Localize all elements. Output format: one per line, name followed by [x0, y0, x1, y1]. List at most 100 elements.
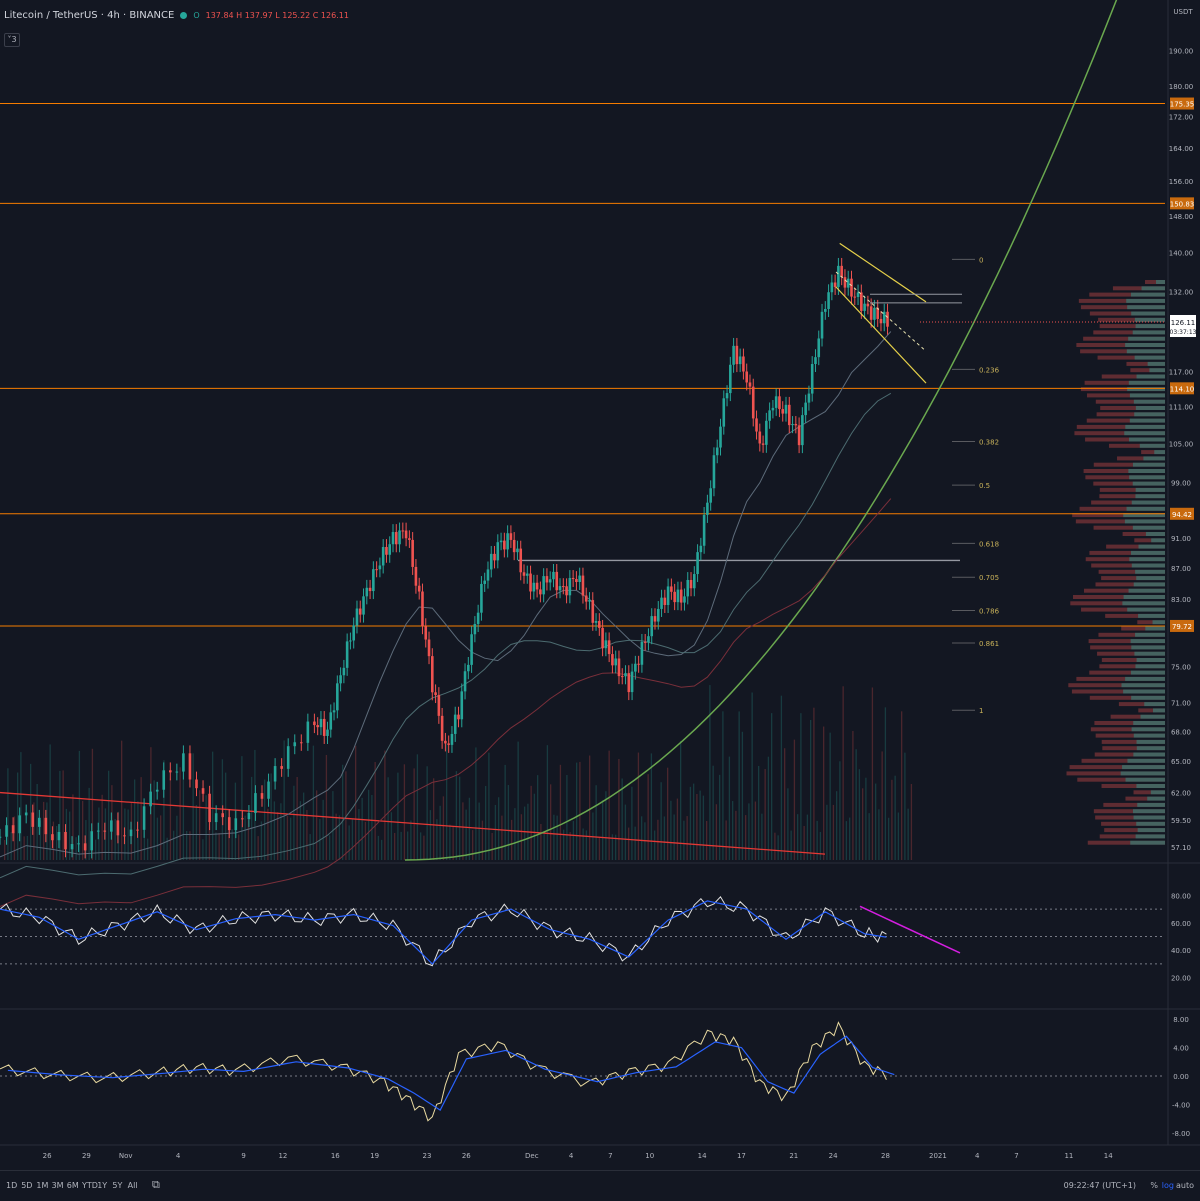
timeframe-button[interactable]: 5Y — [112, 1181, 123, 1190]
candle-body[interactable] — [706, 502, 709, 515]
candle-body[interactable] — [627, 673, 631, 693]
candle-body[interactable] — [489, 553, 493, 570]
timeframe-button[interactable]: All — [127, 1181, 138, 1190]
candle-body[interactable] — [581, 575, 585, 596]
candle-body[interactable] — [480, 583, 483, 613]
candle-body[interactable] — [195, 779, 198, 789]
candle-body[interactable] — [729, 364, 732, 394]
candle-body[interactable] — [630, 671, 634, 693]
candle-body[interactable] — [123, 835, 126, 837]
candle-body[interactable] — [398, 530, 401, 545]
symbol-title[interactable]: Litecoin / TetherUS · 4h · BINANCE — [4, 10, 175, 21]
clock[interactable]: 09:22:47 (UTC+1) — [1063, 1181, 1136, 1190]
moving-average-line[interactable] — [0, 498, 892, 908]
candle-body[interactable] — [817, 338, 821, 358]
candle-body[interactable] — [588, 600, 591, 602]
candle-body[interactable] — [247, 812, 251, 820]
candle-body[interactable] — [653, 616, 657, 622]
candle-body[interactable] — [142, 806, 146, 830]
candle-body[interactable] — [70, 844, 74, 850]
timeframe-button[interactable]: 1M — [36, 1181, 49, 1190]
candle-body[interactable] — [506, 533, 509, 550]
candle-body[interactable] — [273, 766, 277, 782]
candle-body[interactable] — [0, 836, 2, 838]
candle-body[interactable] — [286, 746, 290, 769]
candle-body[interactable] — [394, 532, 398, 545]
candle-body[interactable] — [326, 729, 329, 736]
candle-body[interactable] — [725, 393, 729, 399]
candle-body[interactable] — [575, 579, 578, 582]
candle-body[interactable] — [110, 820, 113, 832]
candle-body[interactable] — [555, 571, 559, 591]
candle-body[interactable] — [715, 447, 719, 456]
candle-body[interactable] — [319, 718, 323, 728]
candle-body[interactable] — [38, 817, 41, 827]
candle-body[interactable] — [57, 831, 61, 841]
candle-body[interactable] — [745, 371, 748, 383]
candle-body[interactable] — [584, 595, 588, 602]
candle-body[interactable] — [578, 575, 581, 582]
candle-body[interactable] — [807, 393, 811, 403]
candle-body[interactable] — [814, 357, 817, 365]
candle-body[interactable] — [801, 415, 804, 446]
candle-body[interactable] — [532, 582, 536, 592]
candle-body[interactable] — [493, 553, 496, 561]
candle-body[interactable] — [90, 831, 93, 851]
candle-body[interactable] — [562, 586, 565, 588]
candle-body[interactable] — [516, 548, 519, 553]
candle-body[interactable] — [624, 673, 627, 677]
candle-body[interactable] — [437, 695, 441, 716]
red-trendline[interactable] — [0, 791, 826, 855]
candle-body[interactable] — [778, 396, 781, 410]
candle-body[interactable] — [388, 544, 392, 555]
candle-body[interactable] — [103, 830, 107, 832]
candle-body[interactable] — [670, 586, 673, 592]
candle-body[interactable] — [774, 396, 778, 408]
candle-body[interactable] — [735, 345, 739, 365]
candle-body[interactable] — [738, 356, 742, 365]
candle-body[interactable] — [611, 654, 614, 666]
candle-body[interactable] — [234, 818, 238, 831]
candle-body[interactable] — [83, 843, 87, 851]
candle-body[interactable] — [591, 600, 595, 623]
candle-body[interactable] — [647, 636, 650, 643]
candle-body[interactable] — [719, 426, 722, 448]
candle-body[interactable] — [385, 547, 388, 555]
candle-body[interactable] — [601, 627, 604, 649]
candle-body[interactable] — [846, 278, 850, 288]
candle-body[interactable] — [882, 311, 886, 324]
candle-body[interactable] — [329, 712, 333, 730]
candle-body[interactable] — [24, 812, 28, 816]
candle-body[interactable] — [401, 530, 405, 532]
calendar-range-icon[interactable]: ⧉ — [152, 1178, 160, 1191]
candle-body[interactable] — [11, 825, 15, 834]
candle-body[interactable] — [804, 402, 807, 416]
candle-body[interactable] — [824, 308, 827, 312]
candle-body[interactable] — [378, 565, 382, 570]
candle-body[interactable] — [689, 579, 693, 589]
candle-body[interactable] — [663, 597, 667, 605]
candle-body[interactable] — [810, 364, 814, 394]
candle-body[interactable] — [227, 817, 231, 831]
candle-body[interactable] — [254, 793, 257, 813]
candle-body[interactable] — [840, 265, 843, 278]
candle-body[interactable] — [503, 540, 506, 550]
candle-body[interactable] — [313, 721, 316, 726]
candle-body[interactable] — [827, 292, 830, 309]
candle-body[interactable] — [856, 292, 860, 298]
candle-body[interactable] — [499, 540, 503, 543]
log-scale-button[interactable]: log — [1161, 1181, 1174, 1190]
candle-body[interactable] — [162, 770, 166, 790]
macd-line[interactable] — [0, 1021, 887, 1122]
current-price-tag[interactable] — [1170, 314, 1196, 337]
parabolic-curve[interactable] — [404, 0, 1130, 861]
candle-body[interactable] — [306, 721, 310, 743]
candle-body[interactable] — [791, 423, 794, 426]
candle-body[interactable] — [620, 676, 624, 678]
candle-body[interactable] — [535, 582, 539, 590]
candle-body[interactable] — [431, 656, 434, 693]
candle-body[interactable] — [31, 812, 35, 827]
channel-upper-line[interactable] — [839, 242, 927, 303]
candle-body[interactable] — [463, 671, 467, 692]
candle-body[interactable] — [450, 733, 454, 745]
